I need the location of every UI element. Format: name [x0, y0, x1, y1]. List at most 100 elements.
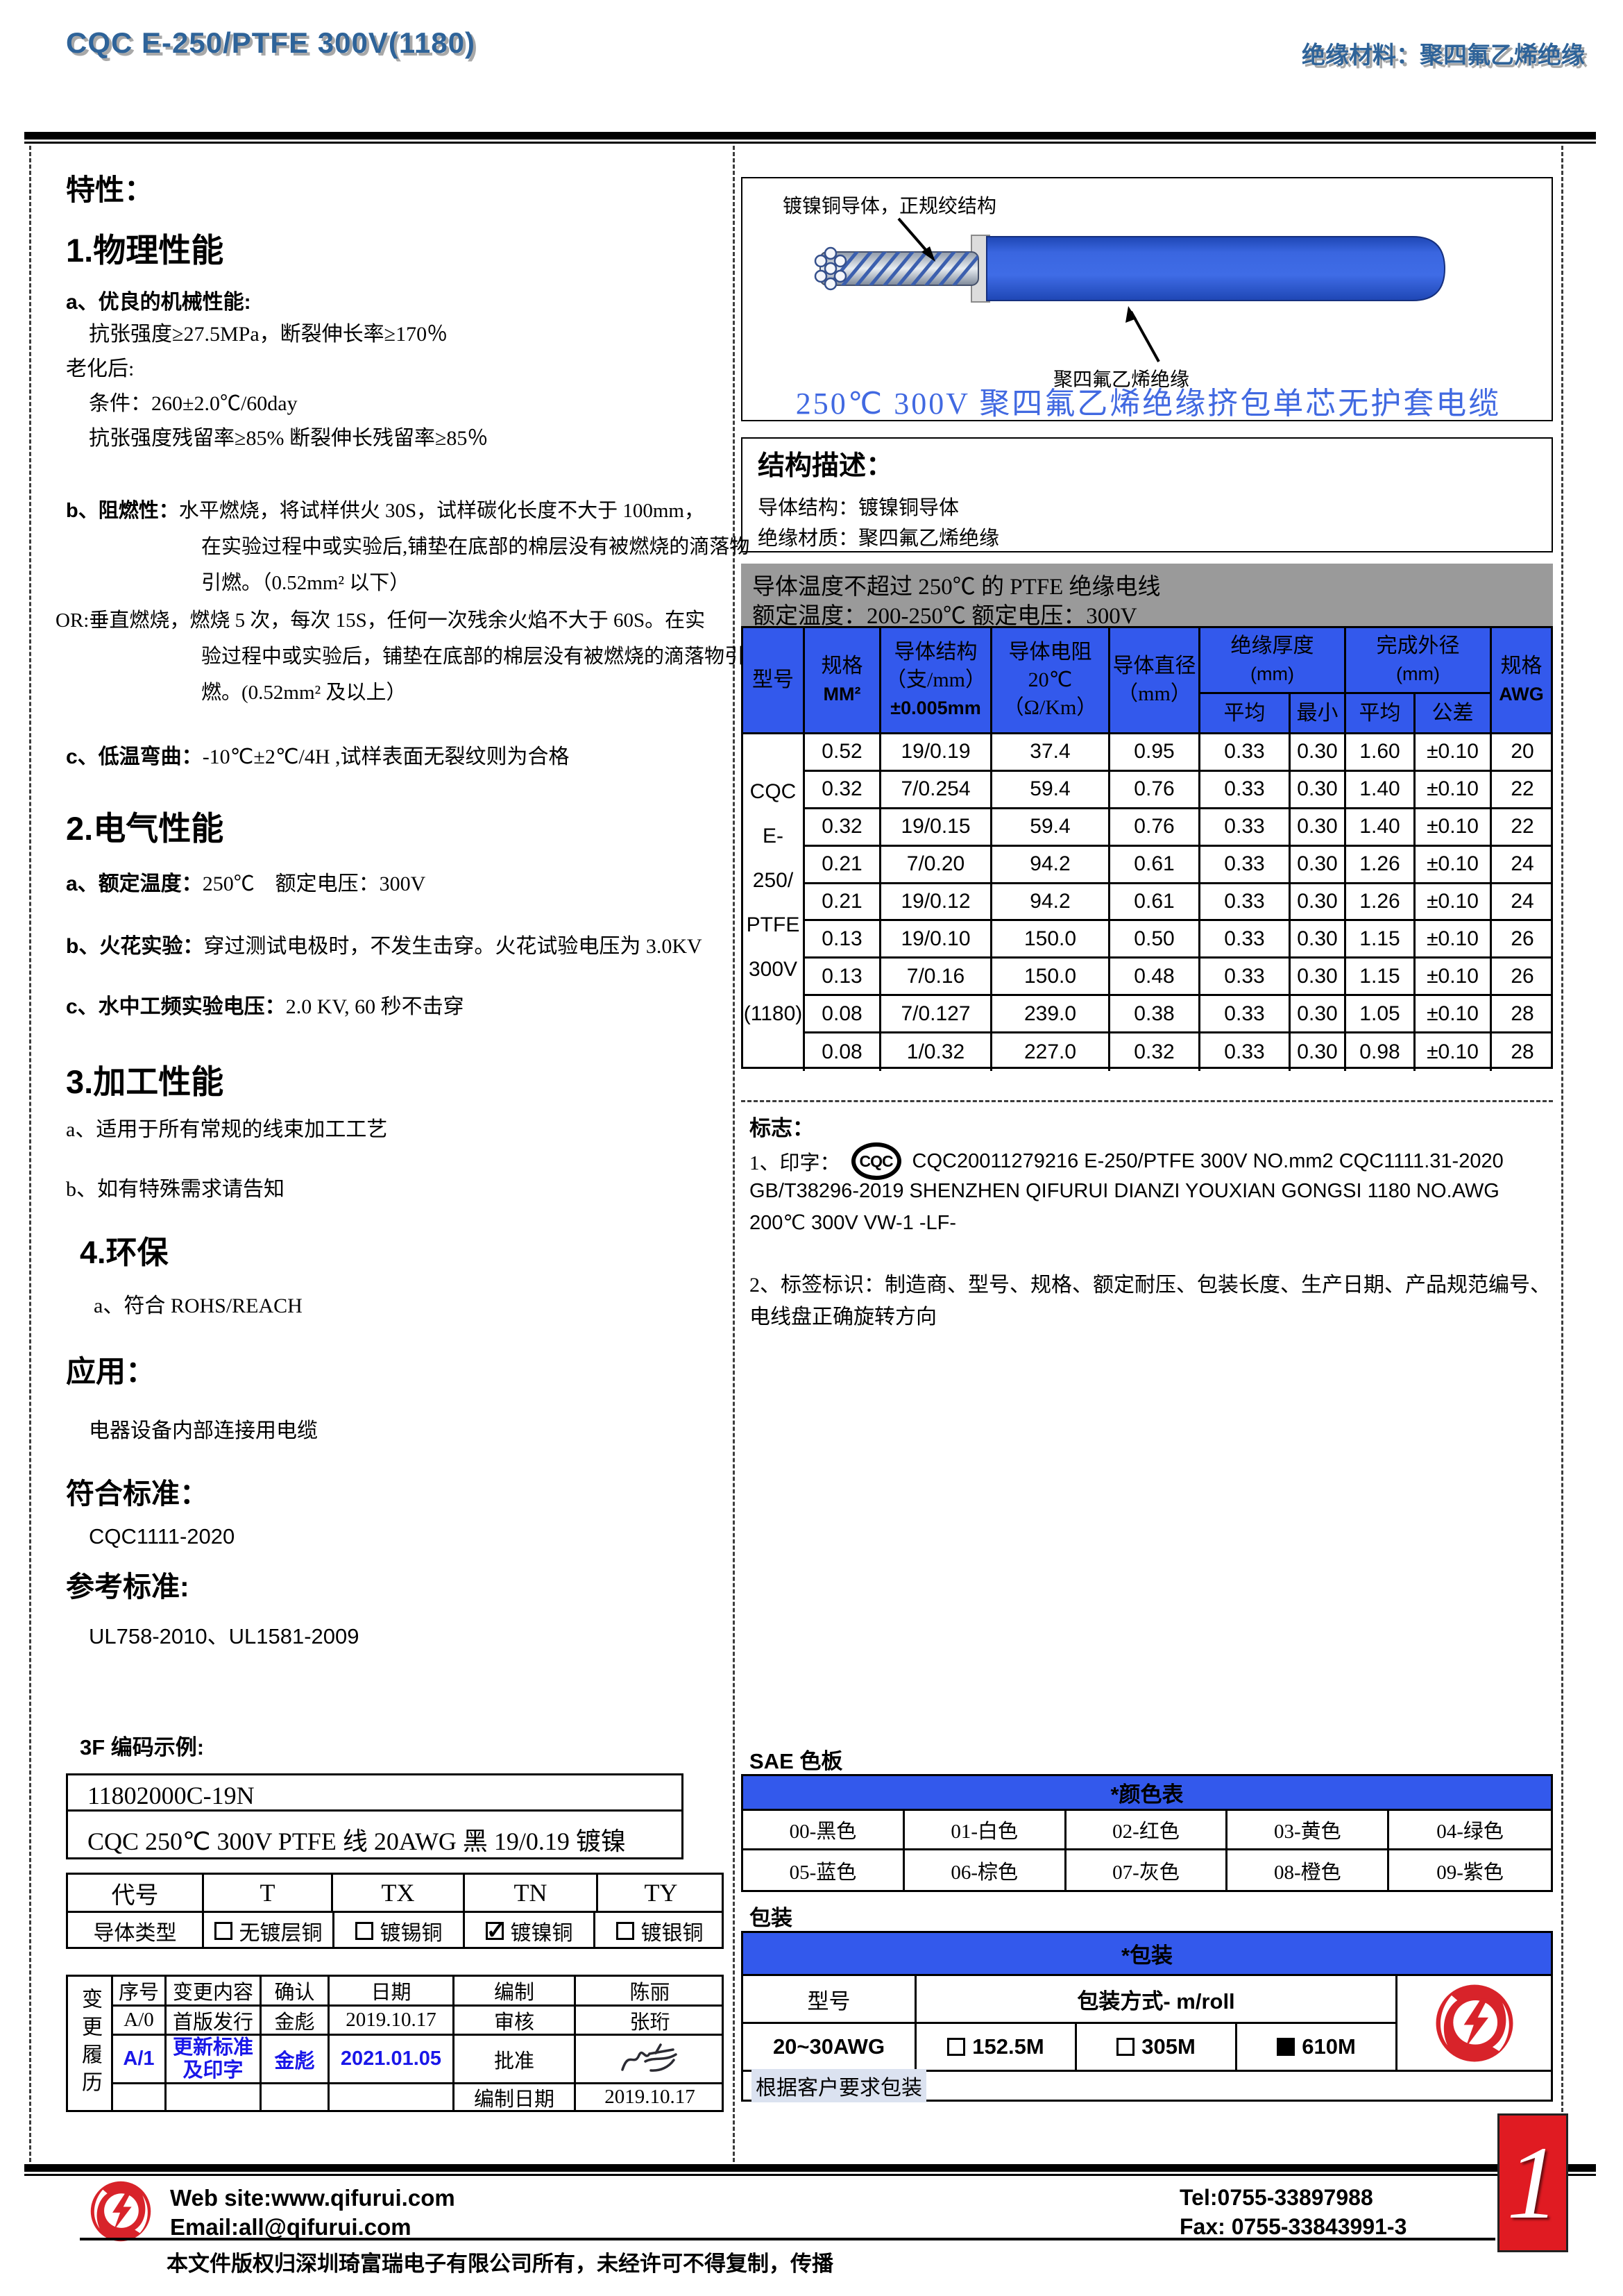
spec-row: 0.52 19/0.19 37.4 0.95 0.33 0.30 1.60 ±0…: [805, 734, 1555, 772]
s1b-or-line2: 验过程中或实验后，铺垫在底部的棉层没有被燃烧的滴落物引: [201, 645, 745, 668]
conductor-type-table: 代号 T TX TN TY 导体类型 无镀层铜 镀锡铜 镀镍铜 镀银铜: [66, 1873, 724, 1949]
color-cell: 05-蓝色: [743, 1850, 905, 1890]
s2b-text: 穿过测试电极时，不发生击穿。火花试验电压为 3.0KV: [203, 935, 702, 958]
conductor-col-tn: TN: [463, 1875, 596, 1911]
conductor-option: 无镀层铜: [202, 1911, 332, 1949]
spec-cell-ins-avg: 0.33: [1200, 846, 1291, 884]
spec-h-model-label: 型号: [752, 668, 794, 691]
right-dashed-border: [1561, 146, 1563, 2162]
spec-cell-structure: 19/0.15: [881, 809, 992, 847]
spec-cell-awg: 28: [1511, 1040, 1534, 1064]
spec-cell-awg: 24: [1492, 847, 1553, 884]
color-cell: 07-灰色: [1067, 1850, 1228, 1890]
color-cell: 06-棕色: [905, 1850, 1067, 1890]
spec-cell-resistance: 37.4: [992, 734, 1110, 772]
conductor-option: 镀锡铜: [332, 1911, 463, 1949]
structure-title: 结构描述：: [758, 451, 894, 481]
page-title: CQC E-250/PTFE 300V(1180): [66, 26, 475, 59]
s1b-line2: 在实验过程中或实验后,铺垫在底部的棉层没有被燃烧的滴落物: [201, 536, 750, 558]
rev-r3-empty3: [260, 2082, 328, 2110]
spec-h-structure: 导体结构 （支/mm） ±0.005mm: [881, 628, 992, 734]
marking-item1-line3: 200℃ 300V VW-1 -LF-: [749, 1212, 956, 1234]
marking-item1-text: CQC20011279216 E-250/PTFE 300V NO.mm2 CQ…: [912, 1149, 1504, 1172]
spec-cell-structure: 7/0.20: [881, 846, 992, 884]
rev-r3-empty2: [164, 2082, 260, 2110]
spec-cell-od-avg: 1.40: [1346, 771, 1416, 809]
spec-row: 0.21 19/0.12 94.2 0.61 0.33 0.30 1.26 ±0…: [805, 884, 1555, 922]
footer-divider: [80, 2238, 1495, 2240]
color-cell: 02-红色: [1066, 1811, 1228, 1850]
conductor-options: 无镀层铜 镀锡铜 镀镍铜 镀银铜: [202, 1911, 724, 1949]
spec-h-od-group: 完成外径 (mm): [1346, 628, 1492, 694]
rev-reviewed-value: 张珩: [574, 2004, 724, 2034]
conductor-callout-label: 镀镍铜导体，正规绞结构: [783, 196, 997, 217]
packing-option: 610M: [1235, 2022, 1395, 2070]
packing-option-label: 610M: [1302, 2034, 1356, 2059]
spec-cell-awg: 22: [1492, 772, 1553, 809]
packing-table: 型号 包装方式- m/roll 20~30AWG 152.5M 305M 610M …: [741, 1976, 1553, 2102]
spec-cell-structure: 19/0.12: [881, 884, 992, 922]
color-cell: 08-橙色: [1227, 1850, 1390, 1890]
standards-title: 符合标准：: [66, 1478, 208, 1510]
rev-r2-content: 更新标准及印字: [164, 2034, 260, 2082]
packing-option: 305M: [1075, 2022, 1235, 2070]
spec-banner: 导体温度不超过 250℃ 的 PTFE 绝缘电线 额定温度：200-250℃ 额…: [741, 564, 1553, 629]
spec-cell-od-tol: ±0.10: [1416, 846, 1492, 884]
s1b-label: b、阻燃性：: [66, 500, 179, 522]
packing-logo-cell: [1395, 1976, 1551, 2070]
revision-side-label: 变更履历: [78, 1988, 101, 2099]
reference-text: UL758-2010、UL1581-2009: [89, 1624, 359, 1648]
rev-r2-no: A/1: [111, 2034, 164, 2082]
s1c-line: c、低温弯曲：-10℃±2℃/4H ,试样表面无裂纹则为合格: [66, 739, 570, 770]
spec-model-line: E-250/: [752, 824, 794, 892]
spec-cell-resistance: 239.0: [992, 996, 1110, 1034]
spec-cell-size: 0.52: [805, 734, 881, 772]
spec-cell-ins-min: 0.30: [1291, 996, 1346, 1034]
rev-r3-empty4: [328, 2082, 452, 2110]
spec-cell-resistance: 150.0: [992, 959, 1110, 997]
spec-cell-diameter: 0.48: [1110, 959, 1200, 997]
spec-cell-ins-min: 0.30: [1291, 1033, 1346, 1072]
spec-cell-od-avg: 1.05: [1346, 996, 1416, 1034]
spec-cell-ins-min: 0.30: [1291, 734, 1346, 772]
spec-cell-structure: 7/0.127: [881, 996, 992, 1034]
spec-cell-od-tol: ±0.10: [1416, 734, 1492, 772]
spec-model-line: PTFE: [746, 913, 800, 936]
rev-reviewed-label: 审核: [452, 2004, 574, 2034]
spec-h-ins-min: 最小: [1291, 694, 1346, 734]
s1a-line: 抗张强度≥27.5MPa，断裂伸长率≥170％: [89, 323, 448, 346]
spec-cell-od-avg: 1.15: [1346, 921, 1416, 959]
footer-website: Web site:www.qifurui.com: [170, 2185, 455, 2211]
spec-cell-ins-min: 0.30: [1291, 809, 1346, 847]
spec-table: 型号 规格 MM² 导体结构 （支/mm） ±0.005mm 导体电阻 20℃ （Ω/Km…: [741, 626, 1555, 1072]
marking-item2-line2: 电线盘正确旋转方向: [749, 1306, 937, 1328]
spec-cell-size: 0.21: [805, 846, 881, 884]
spec-row: 0.21 7/0.20 94.2 0.61 0.33 0.30 1.26 ±0.…: [805, 846, 1555, 884]
footer-rule-thin: [24, 2174, 1596, 2176]
conductor-option-label: 无镀层铜: [239, 1922, 323, 1945]
spec-row: 0.13 19/0.10 150.0 0.50 0.33 0.30 1.15 ±…: [805, 921, 1555, 959]
spec-model-line: (1180): [743, 1002, 803, 1025]
rev-date-label: 编制日期: [452, 2082, 574, 2111]
spec-cell-size: 0.13: [805, 921, 881, 959]
signature-icon: [620, 2043, 677, 2072]
marking-item1-line2: GB/T38296-2019 SHENZHEN QIFURUI DIANZI Y…: [749, 1180, 1499, 1202]
insulation-material-label: 绝缘材料：聚四氟乙烯绝缘: [1302, 42, 1585, 69]
spec-h-size: 规格 MM²: [805, 628, 881, 734]
conductor-col-ty: TY: [596, 1875, 724, 1911]
packing-note: 根据客户要求包装: [751, 2069, 926, 2102]
spec-row: 0.08 1/0.32 227.0 0.32 0.33 0.30 0.98 ±0…: [805, 1033, 1555, 1072]
column-dashed-divider: [733, 146, 735, 2162]
spec-cell-od-tol: ±0.10: [1416, 996, 1492, 1034]
rev-date-value: 2019.10.17: [574, 2082, 724, 2110]
rev-r3-empty1: [111, 2082, 164, 2110]
spec-cell-ins-min: 0.30: [1291, 846, 1346, 884]
revision-table: 变更履历 序号 变更内容 确认 日期 编制 陈丽 A/0 首版发行 金彪 201…: [66, 1975, 724, 2112]
conductor-option: 镀镍铜: [463, 1911, 593, 1949]
s4a-line: a、符合 ROHS/REACH: [94, 1294, 303, 1317]
spec-cell-ins-avg: 0.33: [1200, 884, 1291, 922]
spec-h-size-label: 规格: [821, 655, 863, 677]
footer-email: Email:all@qifurui.com: [170, 2214, 411, 2240]
s1b-line1: b、阻燃性：水平燃烧，将试样供火 30S，试样碳化长度不大于 100mm，: [66, 494, 704, 523]
spec-cell-od-avg: 1.26: [1346, 846, 1416, 884]
